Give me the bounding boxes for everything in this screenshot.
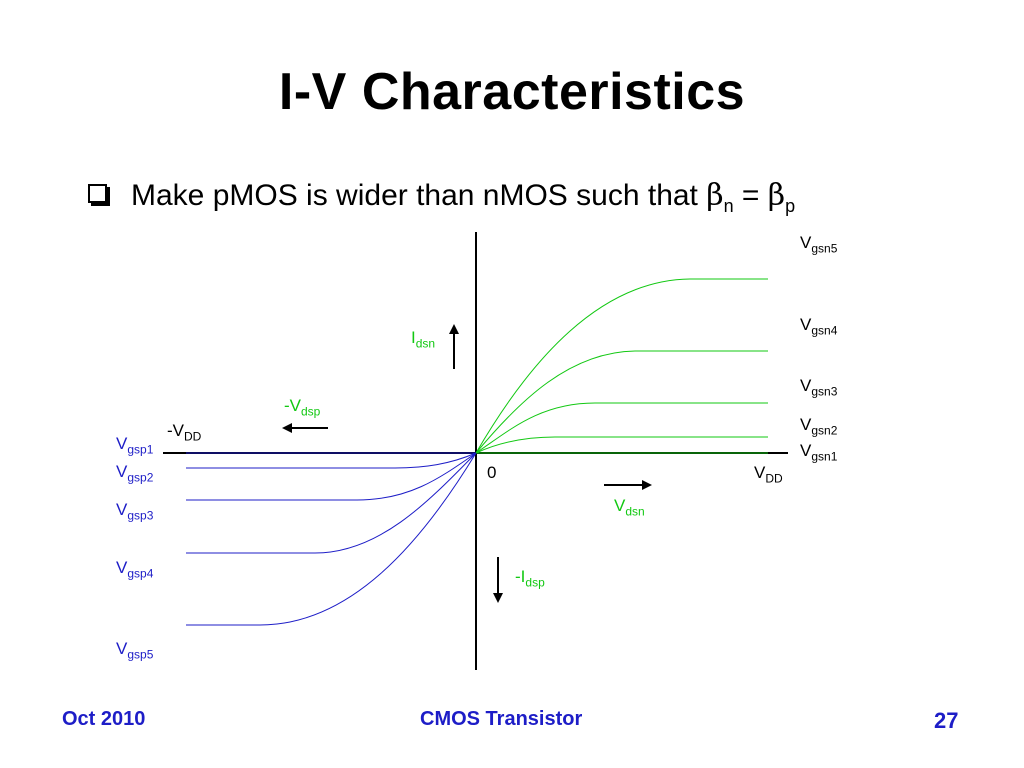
nmos-curve-gsn5 — [475, 278, 768, 454]
origin-label: 0 — [487, 463, 497, 482]
label-vgsn5: Vgsn5 — [800, 233, 838, 256]
nmos-curve-gsn3 — [475, 402, 768, 454]
footer-page-number: 27 — [934, 708, 959, 733]
vdd-label: VDD — [754, 463, 783, 486]
nmos-curve-gsn4 — [475, 350, 768, 454]
idsn-label: Idsn — [411, 328, 436, 351]
label-vgsn4: Vgsn4 — [800, 315, 838, 338]
bullet-point: Make pMOS is wider than nMOS such that β… — [88, 178, 795, 217]
nmos-curve-gsn2 — [475, 436, 768, 454]
pmos-curve-gsp3 — [186, 452, 477, 501]
beta-symbol-p: β — [767, 178, 786, 213]
label-vgsn1: Vgsn1 — [800, 441, 838, 464]
label-vgsp3: Vgsp3 — [116, 500, 154, 523]
slide-title: I-V Characteristics — [278, 63, 746, 121]
vdsn-label: Vdsn — [614, 496, 645, 519]
neg-vdsp-label: -Vdsp — [284, 396, 321, 419]
beta-symbol: β — [706, 178, 724, 213]
pmos-curve-gsp5 — [186, 452, 477, 626]
label-vgsp4: Vgsp4 — [116, 558, 154, 581]
pmos-curve-gsp4 — [186, 452, 477, 554]
neg-vdd-label: -VDD — [167, 421, 202, 444]
beta-n-subscript: n — [723, 196, 734, 216]
checkbox-bullet-icon — [88, 184, 107, 203]
label-vgsp2: Vgsp2 — [116, 462, 154, 485]
label-vgsp1: Vgsp1 — [116, 434, 154, 457]
equals-sign: = — [733, 179, 768, 212]
label-vgsn3: Vgsn3 — [800, 376, 838, 399]
footer-date: Oct 2010 — [62, 708, 146, 730]
pmos-curve-gsp2 — [186, 452, 477, 469]
bullet-text: Make pMOS is wider than nMOS such that — [131, 179, 707, 212]
beta-p-subscript: p — [785, 196, 796, 216]
label-vgsn2: Vgsn2 — [800, 415, 838, 438]
neg-idsp-label: -Idsp — [515, 567, 545, 590]
footer-topic: CMOS Transistor — [420, 708, 583, 730]
label-vgsp5: Vgsp5 — [116, 639, 154, 662]
